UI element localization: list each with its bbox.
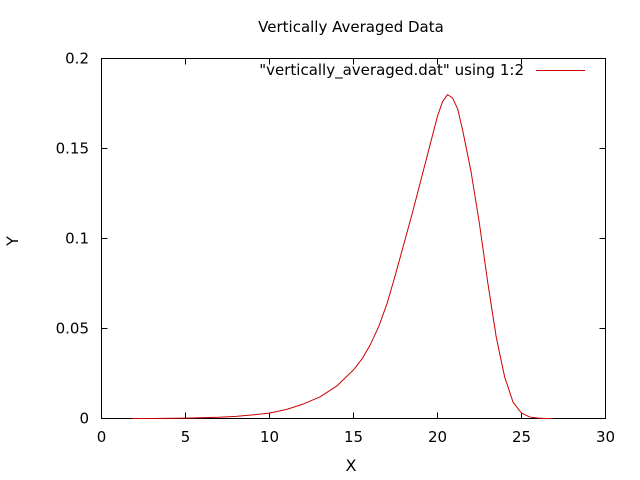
x-tick-label: 10 bbox=[260, 428, 279, 446]
x-tick-label: 0 bbox=[97, 428, 107, 446]
legend-label: "vertically_averaged.dat" using 1:2 bbox=[259, 61, 524, 80]
series-line-0 bbox=[131, 94, 552, 419]
y-axis: 0 0.05 0.1 0.15 0.2 bbox=[56, 50, 606, 428]
x-tick-label: 30 bbox=[596, 428, 615, 446]
x-axis-label: X bbox=[346, 456, 357, 475]
legend: "vertically_averaged.dat" using 1:2 bbox=[259, 61, 585, 80]
y-tick-label: 0 bbox=[79, 410, 89, 428]
y-axis-label: Y bbox=[3, 236, 22, 247]
x-tick-label: 20 bbox=[428, 428, 447, 446]
x-tick-label: 5 bbox=[181, 428, 191, 446]
y-tick-label: 0.15 bbox=[56, 140, 89, 158]
y-tick-label: 0.1 bbox=[65, 230, 89, 248]
series-layer bbox=[131, 94, 552, 419]
y-tick-label: 0.05 bbox=[56, 320, 89, 338]
plot-frame bbox=[101, 58, 606, 419]
x-tick-label: 15 bbox=[344, 428, 363, 446]
chart-title: Vertically Averaged Data bbox=[258, 18, 444, 36]
x-tick-label: 25 bbox=[512, 428, 531, 446]
y-tick-label: 0.2 bbox=[65, 50, 89, 68]
x-axis: 0 5 10 15 20 25 30 bbox=[97, 58, 615, 446]
